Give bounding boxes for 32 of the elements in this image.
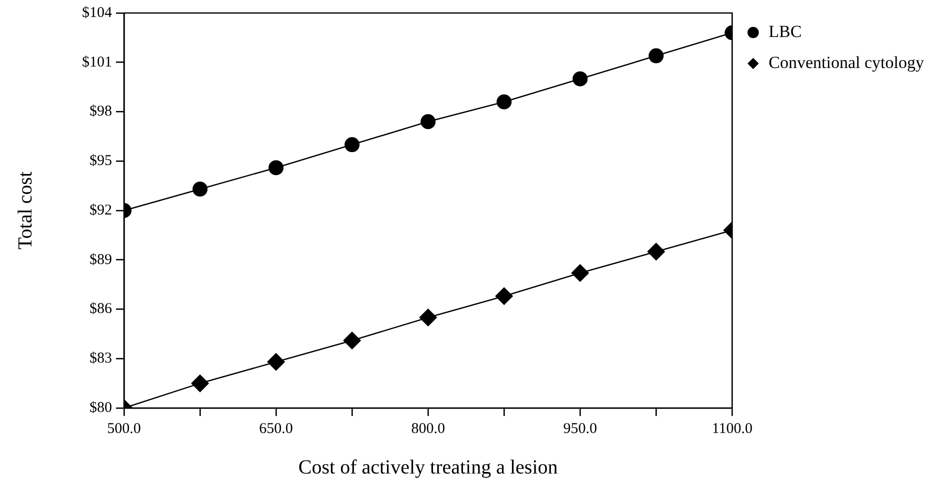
x-tick-label: 650.0	[259, 420, 293, 437]
point	[420, 114, 436, 130]
point	[192, 182, 208, 197]
point	[267, 352, 286, 371]
point	[419, 308, 438, 326]
x-tick-label: 500.0	[107, 420, 141, 437]
y-tick-label: $101	[82, 54, 112, 70]
y-tick-label: $95	[90, 153, 112, 170]
point	[648, 48, 664, 64]
x-tick-label: 800.0	[411, 420, 445, 437]
x-tick-label: 1100.0	[712, 420, 753, 437]
y-tick-label: $83	[90, 350, 112, 367]
y-axis-title: Total cost	[14, 171, 36, 250]
point	[647, 242, 666, 261]
y-tick-label: $86	[90, 301, 112, 318]
point	[496, 94, 512, 110]
x-tick-label: 950.0	[563, 420, 597, 437]
y-tick-label: $98	[90, 104, 112, 120]
point	[191, 374, 210, 392]
legend-label: LBC	[768, 22, 802, 41]
legend-label: Conventional cytology	[768, 52, 924, 72]
point	[571, 264, 590, 282]
point	[343, 332, 362, 350]
point	[344, 137, 360, 152]
x-axis-title: Cost of actively treating a lesion	[298, 456, 558, 478]
y-tick-label: $80	[90, 400, 112, 416]
y-tick-label: $89	[90, 252, 112, 268]
y-tick-label: $104	[82, 4, 112, 21]
point	[495, 287, 514, 306]
y-tick-label: $92	[90, 202, 112, 218]
point	[268, 160, 284, 176]
point	[572, 71, 588, 86]
